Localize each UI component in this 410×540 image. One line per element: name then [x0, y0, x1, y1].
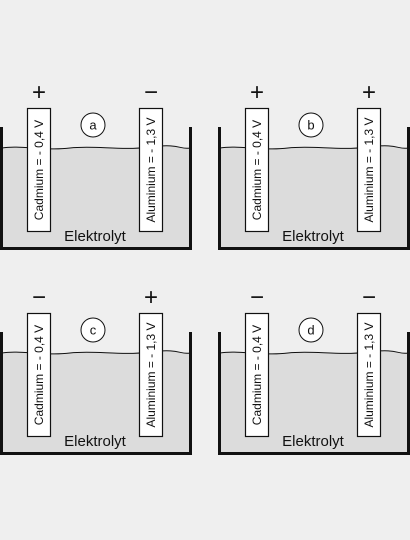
right-polarity-sign: + — [144, 284, 158, 311]
right-electrode-label: Aluminium = - 1,3 V — [362, 322, 376, 427]
left-polarity-sign: − — [250, 284, 264, 311]
cell-panel-a: Cadmium = - 0,4 V + Aluminium = - 1,3 V − a E… — [0, 79, 192, 250]
right-polarity-sign: − — [362, 284, 376, 311]
left-polarity-sign: + — [32, 79, 46, 106]
right-electrode: Aluminium = - 1,3 V — [138, 107, 164, 233]
electrolyte-label: Elektrolyt — [64, 433, 127, 450]
panel-letter: c — [90, 323, 97, 338]
right-electrode-label: Aluminium = - 1,3 V — [144, 322, 158, 427]
right-electrode-plate — [138, 312, 164, 438]
left-electrode: Cadmium = - 0,4 V — [244, 312, 270, 438]
right-electrode: Aluminium = - 1,3 V — [138, 312, 164, 438]
cell-panel-c: Cadmium = - 0,4 V − Aluminium = - 1,3 V + c E… — [0, 284, 192, 455]
right-polarity-sign: + — [362, 79, 376, 106]
right-electrode: Aluminium = - 1,3 V — [356, 312, 382, 438]
electrolyte-label: Elektrolyt — [282, 433, 345, 450]
left-electrode-label: Cadmium = - 0,4 V — [32, 120, 46, 220]
left-electrode: Cadmium = - 0,4 V — [26, 107, 52, 233]
right-electrode-plate — [356, 312, 382, 438]
tank-outline — [0, 127, 192, 250]
tank-outline — [0, 332, 192, 455]
panel-letter: a — [89, 118, 97, 133]
panel-letter-circle — [80, 112, 106, 138]
left-polarity-sign: + — [250, 79, 264, 106]
left-electrode-label: Cadmium = - 0,4 V — [32, 325, 46, 425]
panel-letter: b — [307, 118, 314, 133]
left-electrode-plate — [26, 107, 52, 233]
left-electrode-plate — [244, 312, 270, 438]
electrolyte-label: Elektrolyt — [64, 228, 127, 245]
right-polarity-sign: − — [144, 79, 158, 106]
right-electrode-label: Aluminium = - 1,3 V — [144, 117, 158, 222]
left-electrode-plate — [244, 107, 270, 233]
left-electrode: Cadmium = - 0,4 V — [26, 312, 52, 438]
right-electrode-plate — [356, 107, 382, 233]
left-electrode-plate — [26, 312, 52, 438]
left-polarity-sign: − — [32, 284, 46, 311]
panel-letter-circle — [298, 317, 324, 343]
cell-panel-b: Cadmium = - 0,4 V + Aluminium = - 1,3 V + b E… — [218, 79, 410, 250]
left-electrode-label: Cadmium = - 0,4 V — [250, 325, 264, 425]
right-electrode-plate — [138, 107, 164, 233]
right-electrode: Aluminium = - 1,3 V — [356, 107, 382, 233]
electrolyte-label: Elektrolyt — [282, 228, 345, 245]
panel-letter-circle — [80, 317, 106, 343]
tank-outline — [218, 332, 410, 455]
left-electrode-label: Cadmium = - 0,4 V — [250, 120, 264, 220]
right-electrode-label: Aluminium = - 1,3 V — [362, 117, 376, 222]
panel-letter: d — [307, 323, 314, 338]
panel-letter-circle — [298, 112, 324, 138]
left-electrode: Cadmium = - 0,4 V — [244, 107, 270, 233]
cell-panel-d: Cadmium = - 0,4 V − Aluminium = - 1,3 V − d E… — [218, 284, 410, 455]
tank-outline — [218, 127, 410, 250]
